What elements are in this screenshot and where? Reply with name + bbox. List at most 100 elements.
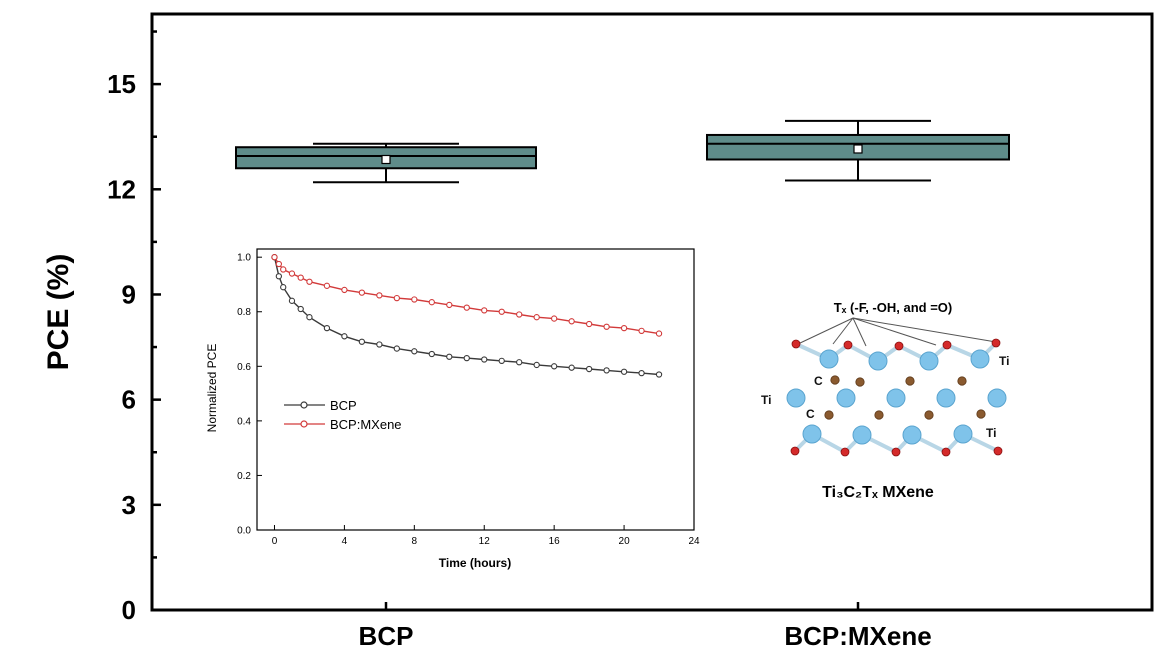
y-tick-label: 6 <box>122 385 136 415</box>
data-point <box>341 286 348 294</box>
inset-plot-frame <box>256 248 695 531</box>
data-point <box>516 311 523 318</box>
data-point <box>428 299 435 306</box>
legend-label-bcp-mxene: BCP:MXene <box>330 417 402 432</box>
main-y-axis-label: PCE (%) <box>42 254 75 371</box>
data-point <box>428 350 435 358</box>
data-point <box>280 284 287 291</box>
data-point <box>638 327 645 334</box>
data-point <box>568 318 575 325</box>
inset-x-tick-label: 20 <box>619 536 631 547</box>
data-point <box>275 273 282 280</box>
pointer-line <box>832 317 854 345</box>
ti-atom <box>786 388 806 408</box>
inset-y-tick-label: 1.0 <box>237 253 251 264</box>
y-tick-label: 3 <box>122 490 136 520</box>
c-atom <box>957 376 967 386</box>
data-point <box>358 289 366 296</box>
pointer-line <box>852 317 997 343</box>
box-bcp-mxene <box>706 119 1010 182</box>
c-atom <box>905 376 915 386</box>
o-atom <box>843 340 853 350</box>
inset-background <box>196 238 700 578</box>
c-atom <box>830 375 840 385</box>
data-point <box>306 314 313 321</box>
atom-label-ti-top: Ti <box>999 354 1009 368</box>
termination-pointer-lines <box>797 317 997 347</box>
ti-atom <box>919 351 939 371</box>
inset-x-axis-label: Time (hours) <box>439 556 511 570</box>
atoms <box>786 338 1007 457</box>
data-point <box>533 361 540 369</box>
data-point <box>463 354 470 362</box>
mean-marker <box>381 154 391 165</box>
data-point <box>620 368 628 375</box>
inset-x-tick-label: 24 <box>688 536 700 547</box>
o-atom <box>791 339 801 349</box>
data-point <box>288 270 296 277</box>
data-point <box>376 292 383 299</box>
data-point <box>551 315 558 322</box>
o-atom <box>941 447 951 457</box>
y-tick-label: 15 <box>107 69 136 99</box>
inset-x-tick-label: 0 <box>272 536 278 547</box>
data-point <box>341 333 348 340</box>
data-point <box>585 320 593 328</box>
c-atom <box>855 377 865 387</box>
data-point <box>297 305 304 313</box>
ti-atom <box>970 349 990 369</box>
data-point <box>655 330 663 337</box>
data-point <box>481 307 488 314</box>
data-point <box>638 369 645 377</box>
data-point <box>498 357 505 365</box>
data-point <box>655 371 663 378</box>
ti-atom <box>819 349 839 369</box>
data-point <box>323 282 331 289</box>
o-atom <box>993 446 1003 456</box>
pointer-line <box>852 317 937 346</box>
ti-atom <box>953 424 973 444</box>
inset-x-tick-label: 12 <box>479 536 491 547</box>
data-point <box>446 353 453 360</box>
data-point <box>288 297 296 304</box>
o-atom <box>894 341 904 351</box>
data-point <box>585 365 593 373</box>
legend-marker-bcp <box>300 401 308 409</box>
o-atom <box>942 340 952 350</box>
data-point <box>463 304 470 311</box>
data-point <box>603 367 610 374</box>
boxes <box>235 119 1010 184</box>
main-box-plot: 0 3 6 9 12 15 BCP BCP:MXene PCE (%) <box>42 12 1154 651</box>
data-point <box>358 338 366 345</box>
data-point <box>393 294 400 302</box>
o-atom <box>891 447 901 457</box>
series-bcp <box>271 254 663 378</box>
mean-marker <box>853 144 863 154</box>
ti-atom <box>987 388 1007 408</box>
data-point <box>393 345 400 352</box>
data-point <box>603 323 610 330</box>
c-atom <box>874 410 884 420</box>
main-y-ticks: 0 3 6 9 12 15 <box>107 30 161 625</box>
pointer-line <box>797 317 854 345</box>
legend-marker-bcp-mxene <box>300 420 308 428</box>
box-bcp <box>235 142 537 184</box>
data-point <box>551 363 558 370</box>
terminations-label: Tₓ (-F, -OH, and =O) <box>834 300 953 315</box>
data-point <box>306 278 313 285</box>
x-tick-label: BCP:MXene <box>784 621 931 651</box>
y-tick-label: 9 <box>122 279 136 309</box>
mxene-structure-illustration: Tₓ (-F, -OH, and =O) Ti C Ti C Ti Ti₃C₂T… <box>761 300 1009 501</box>
data-point <box>516 359 523 366</box>
c-atom <box>976 409 986 419</box>
inset-y-axis-label: Normalized PCE <box>205 344 219 433</box>
data-point <box>271 254 278 261</box>
o-atom <box>991 338 1001 348</box>
data-point <box>280 266 287 273</box>
inset-x-tick-label: 4 <box>342 536 348 547</box>
atom-label-ti-bottom: Ti <box>986 426 996 440</box>
inset-x-tick-label: 16 <box>549 536 561 547</box>
inset-legend: BCP BCP:MXene <box>284 398 402 432</box>
